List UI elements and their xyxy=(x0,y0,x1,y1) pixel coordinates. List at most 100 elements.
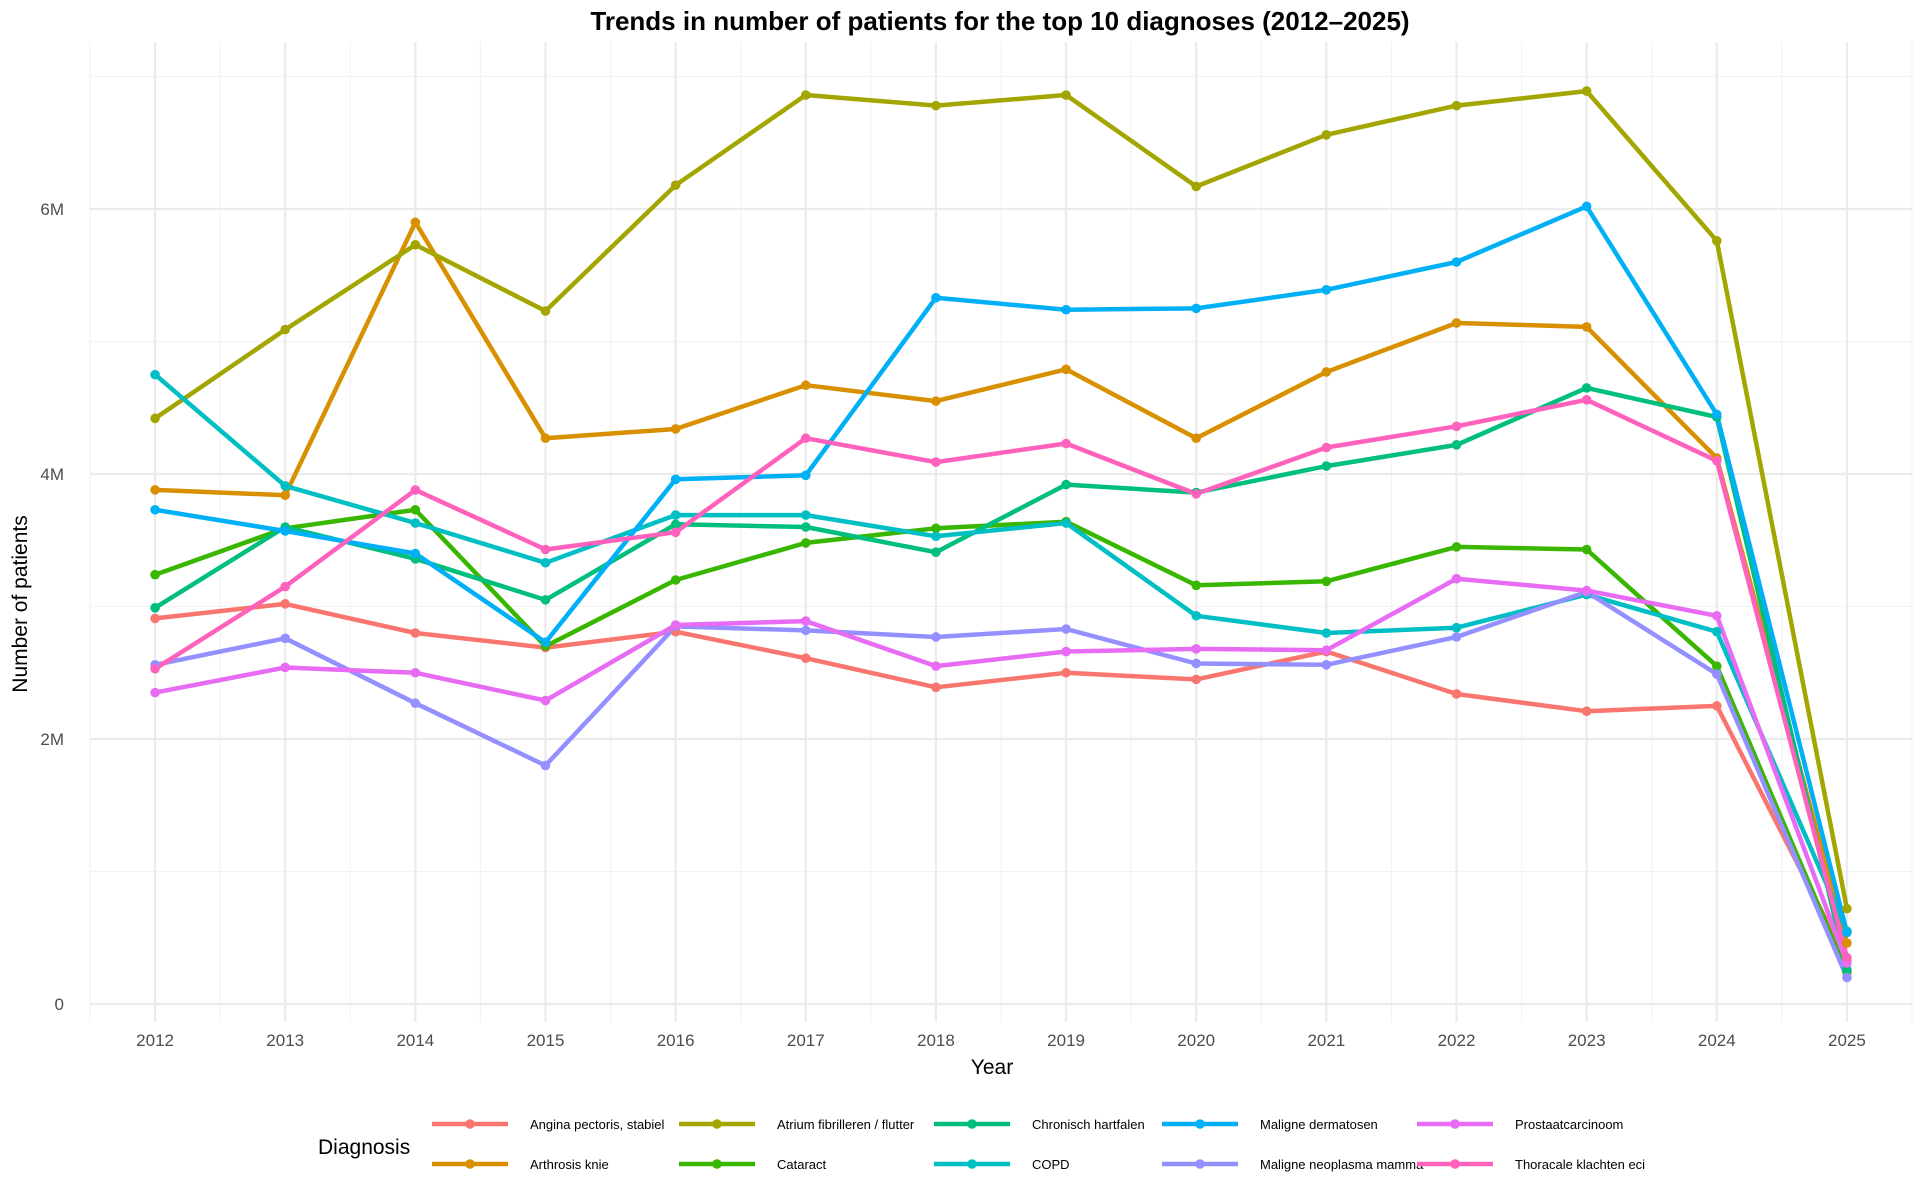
data-point xyxy=(280,490,291,501)
data-point xyxy=(1451,573,1462,584)
data-point xyxy=(1581,585,1592,596)
y-tick-label: 2M xyxy=(40,730,64,749)
data-point xyxy=(1451,689,1462,699)
data-point xyxy=(670,575,681,585)
data-point xyxy=(931,531,941,542)
data-point xyxy=(150,504,160,515)
data-point xyxy=(931,100,941,111)
x-tick-label: 2025 xyxy=(1828,1031,1866,1050)
legend-key-point xyxy=(1195,1119,1205,1129)
data-point xyxy=(1451,622,1462,633)
data-point xyxy=(800,470,811,481)
legend-key-point xyxy=(1195,1159,1205,1169)
data-point xyxy=(931,396,941,406)
data-point xyxy=(1061,479,1071,490)
data-point xyxy=(1191,303,1202,314)
data-point xyxy=(150,485,160,495)
data-point xyxy=(1711,455,1722,466)
data-point xyxy=(410,504,421,515)
minor-gridlines xyxy=(89,42,1913,1022)
series-lines xyxy=(153,88,1850,979)
data-point xyxy=(1581,322,1592,332)
x-tick-label: 2013 xyxy=(266,1031,304,1050)
legend-label: Angina pectoris, stabiel xyxy=(530,1117,665,1132)
data-point xyxy=(1451,440,1462,450)
data-point xyxy=(1842,927,1852,938)
x-tick-label: 2012 xyxy=(136,1031,174,1050)
data-point xyxy=(931,457,941,467)
data-point xyxy=(150,603,160,613)
data-point xyxy=(1321,660,1332,670)
data-point xyxy=(280,662,291,673)
x-tick-label: 2022 xyxy=(1438,1031,1476,1050)
data-point xyxy=(150,413,160,424)
data-point xyxy=(410,217,421,228)
data-point xyxy=(1191,610,1202,621)
data-point xyxy=(1061,667,1071,678)
data-point xyxy=(410,548,421,559)
data-point xyxy=(1191,433,1202,444)
data-point xyxy=(1842,964,1852,975)
y-tick-label: 0 xyxy=(55,995,64,1014)
data-point xyxy=(1321,367,1332,377)
data-point xyxy=(1191,489,1202,499)
data-point xyxy=(800,510,811,520)
data-point xyxy=(1451,318,1462,328)
y-axis-tick-labels: 0 2M 4M 6M xyxy=(40,200,64,1014)
data-point xyxy=(540,306,551,316)
data-point xyxy=(1711,661,1722,671)
data-point xyxy=(670,474,681,485)
data-point xyxy=(931,292,941,303)
data-point xyxy=(1061,90,1071,100)
data-point xyxy=(800,522,811,532)
legend-label: Maligne dermatosen xyxy=(1260,1117,1378,1132)
data-point xyxy=(1061,518,1071,528)
x-tick-label: 2014 xyxy=(396,1031,434,1050)
data-point xyxy=(410,667,421,678)
legend-label: Chronisch hartfalen xyxy=(1032,1117,1145,1132)
data-point xyxy=(540,544,551,555)
data-point xyxy=(280,526,291,536)
data-point xyxy=(280,633,291,644)
data-point xyxy=(1061,438,1071,449)
data-point xyxy=(670,180,681,190)
data-point xyxy=(670,620,681,630)
data-point xyxy=(1451,542,1462,552)
data-point xyxy=(1451,632,1462,642)
data-point xyxy=(670,510,681,520)
data-point xyxy=(1842,972,1852,983)
legend-label: Maligne neoplasma mamma xyxy=(1260,1157,1424,1172)
data-point xyxy=(800,90,811,100)
legend-label: Prostaatcarcinoom xyxy=(1515,1117,1623,1132)
x-tick-label: 2023 xyxy=(1568,1031,1606,1050)
data-point xyxy=(800,653,811,663)
legend-key-point xyxy=(712,1119,722,1129)
data-point xyxy=(1061,304,1071,315)
y-tick-label: 6M xyxy=(40,200,64,219)
legend-label: Atrium fibrilleren / flutter xyxy=(777,1117,915,1132)
data-point xyxy=(1711,610,1722,621)
data-point xyxy=(931,632,941,642)
data-point xyxy=(670,424,681,434)
data-point xyxy=(800,625,811,636)
data-point xyxy=(1711,701,1722,711)
data-point xyxy=(1711,236,1722,246)
legend: Angina pectoris, stabiel Arthrosis knie At… xyxy=(432,1117,1645,1172)
data-point xyxy=(410,485,421,495)
series-line xyxy=(153,88,1850,910)
data-point xyxy=(150,663,160,674)
data-point xyxy=(670,519,681,530)
data-point xyxy=(1061,646,1071,657)
chart-title: Trends in number of patients for the top… xyxy=(590,6,1409,36)
data-point xyxy=(1191,644,1202,654)
x-axis-title: Year xyxy=(971,1056,1013,1079)
data-point xyxy=(800,433,811,444)
data-point xyxy=(1321,130,1332,140)
legend-title: Diagnosis xyxy=(318,1136,410,1159)
data-point xyxy=(150,569,160,580)
data-point xyxy=(280,581,291,592)
data-point xyxy=(540,557,551,568)
y-axis-title: Number of patients xyxy=(9,515,32,692)
data-point xyxy=(1321,576,1332,587)
